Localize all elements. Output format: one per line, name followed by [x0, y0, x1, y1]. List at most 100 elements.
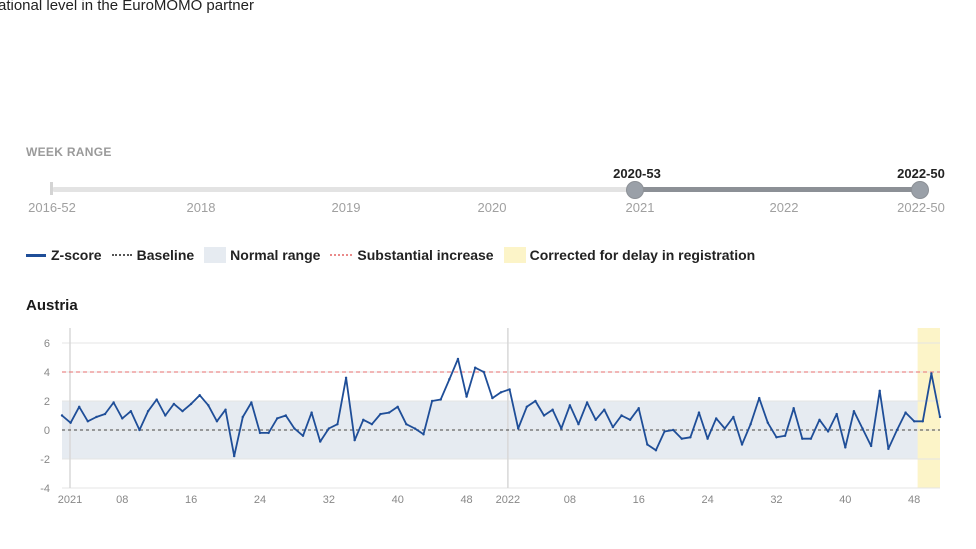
data-point — [319, 440, 322, 443]
data-point — [465, 395, 468, 398]
data-point — [60, 414, 64, 417]
data-point — [353, 438, 356, 442]
data-point — [912, 420, 916, 423]
data-point — [706, 437, 709, 440]
data-point — [895, 428, 899, 432]
legend-zscore[interactable]: Z-score — [26, 247, 102, 263]
slider-end-handle[interactable] — [911, 181, 929, 199]
data-point — [852, 409, 856, 413]
data-point — [146, 409, 150, 413]
data-point — [138, 428, 141, 432]
x-tick-label: 40 — [392, 494, 404, 506]
y-tick-label: 6 — [44, 338, 50, 350]
data-point — [560, 427, 563, 430]
legend-corrected[interactable]: Corrected for delay in registration — [503, 247, 755, 263]
x-tick-label: 48 — [908, 494, 920, 506]
data-point — [362, 418, 365, 422]
x-tick-label: 08 — [116, 494, 128, 506]
substantial-increase-swatch — [330, 254, 353, 256]
data-point — [387, 411, 391, 414]
data-point — [439, 398, 442, 401]
data-point — [646, 443, 649, 446]
data-point — [930, 372, 933, 375]
data-point — [611, 425, 615, 429]
data-point — [413, 427, 417, 430]
x-tick-label: 2022 — [496, 494, 520, 506]
data-point — [379, 412, 382, 416]
data-point — [284, 414, 288, 417]
data-point — [310, 411, 313, 414]
data-point — [430, 399, 434, 403]
corrected-region — [917, 328, 940, 488]
legend-normal-range[interactable]: Normal range — [204, 247, 320, 263]
data-point — [336, 423, 339, 426]
legend-baseline[interactable]: Baseline — [111, 247, 194, 263]
data-point — [86, 420, 90, 423]
slider-track-start — [50, 182, 53, 195]
chart-title: Austria — [26, 297, 78, 314]
zscore-swatch — [26, 253, 46, 257]
data-point — [473, 366, 477, 369]
data-point — [258, 431, 262, 435]
data-point — [129, 409, 133, 413]
slider-track[interactable] — [52, 187, 920, 192]
x-tick-label: 40 — [839, 494, 851, 506]
data-point — [792, 407, 795, 410]
x-tick-label: 32 — [770, 494, 782, 506]
data-point — [250, 401, 253, 404]
y-tick-label: 0 — [44, 425, 50, 437]
data-point — [585, 401, 589, 404]
data-point — [861, 427, 864, 430]
data-point — [844, 446, 847, 449]
slider-tick-2020: 2020 — [477, 200, 507, 215]
data-point — [878, 389, 881, 393]
data-point — [207, 404, 210, 407]
data-point — [671, 428, 675, 432]
data-point — [749, 423, 752, 426]
slider-active-range[interactable] — [635, 187, 920, 192]
data-point — [78, 405, 81, 408]
data-point — [491, 396, 494, 400]
data-point — [456, 357, 460, 361]
data-point — [620, 414, 623, 417]
y-tick-label: -2 — [40, 454, 50, 466]
corrected-swatch — [503, 247, 526, 263]
y-tick-label: 4 — [44, 367, 50, 379]
data-point — [301, 434, 305, 437]
intro-text: ational level in the EuroMOMO partner — [0, 0, 254, 14]
slider-start-handle[interactable] — [626, 181, 644, 199]
baseline-swatch — [111, 254, 132, 256]
data-point — [164, 414, 167, 417]
data-point — [293, 427, 296, 430]
y-tick-label: 2 — [44, 396, 50, 408]
week-range-title: WEEK RANGE — [26, 145, 112, 159]
data-point — [499, 391, 503, 394]
week-range-slider[interactable]: 2020-53 2022-50 2016-52 2018 2019 2020 2… — [0, 160, 976, 220]
data-point — [344, 376, 348, 379]
legend-substantial-increase[interactable]: Substantial increase — [330, 247, 494, 263]
chart-legend: Z-score Baseline Normal range Substantia… — [26, 244, 765, 266]
data-point — [766, 421, 770, 424]
slider-end-label: 2022-50 — [897, 166, 945, 181]
data-point — [112, 401, 115, 404]
data-point — [396, 405, 399, 408]
x-tick-label: 32 — [323, 494, 335, 506]
data-point — [938, 415, 942, 419]
data-point — [405, 423, 408, 426]
normal-range-swatch — [204, 247, 227, 263]
data-point — [887, 447, 890, 451]
data-point — [628, 418, 632, 422]
legend-zscore-label: Z-score — [51, 247, 102, 263]
data-point — [869, 444, 873, 448]
data-point — [577, 423, 580, 426]
data-point — [327, 427, 331, 430]
data-point — [921, 420, 924, 423]
x-tick-label: 24 — [254, 494, 266, 506]
data-point — [809, 437, 813, 440]
slider-tick-2021: 2021 — [625, 200, 655, 215]
legend-normal-range-label: Normal range — [230, 247, 321, 263]
x-tick-label: 48 — [460, 494, 472, 506]
data-point — [783, 434, 787, 437]
data-point — [826, 430, 830, 433]
